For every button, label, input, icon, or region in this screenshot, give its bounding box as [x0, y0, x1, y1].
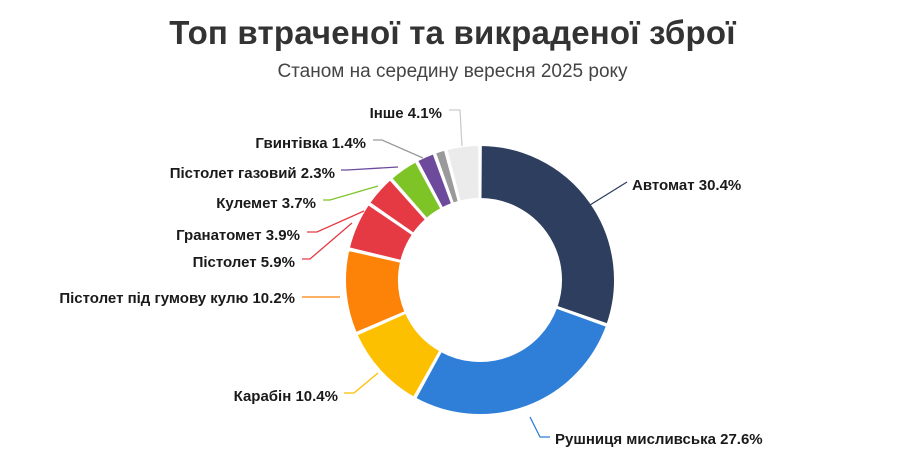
data-label-7: Кулемет 3.7% — [216, 195, 316, 212]
data-label-3: Карабін 10.4% — [234, 388, 338, 405]
data-label-1: Автомат 30.4% — [632, 177, 741, 194]
data-label-4: Пістолет під гумову кулю 10.2% — [59, 290, 295, 307]
slice-5 — [347, 203, 414, 262]
slice-1 — [479, 144, 616, 326]
leader-line-9 — [373, 139, 424, 159]
data-label-8: Пістолет газовий 2.3% — [170, 165, 335, 182]
chart-subtitle: Станом на середину вересня 2025 року — [277, 61, 628, 82]
slice-10 — [445, 144, 481, 203]
leader-line-10 — [449, 109, 463, 147]
data-label-2: Рушниця мисливська 27.6% — [555, 431, 763, 448]
leader-line-6 — [307, 210, 365, 233]
data-label-9: Гвинтівка 1.4% — [255, 135, 366, 152]
leader-line-2 — [529, 416, 550, 438]
leader-line-7 — [323, 185, 379, 201]
leader-line-1 — [589, 181, 628, 206]
slice-2 — [414, 306, 608, 416]
leader-line-8 — [341, 166, 399, 171]
leader-line-3 — [344, 372, 379, 394]
data-label-10: Інше 4.1% — [370, 105, 442, 122]
slice-4 — [344, 248, 407, 335]
slice-3 — [355, 311, 442, 399]
data-label-6: Гранатомет 3.9% — [176, 227, 300, 244]
leader-line-5 — [302, 222, 353, 260]
data-label-5: Пістолет 5.9% — [193, 254, 295, 271]
chart-title: Топ втраченої та викраденої зброї — [169, 14, 736, 51]
